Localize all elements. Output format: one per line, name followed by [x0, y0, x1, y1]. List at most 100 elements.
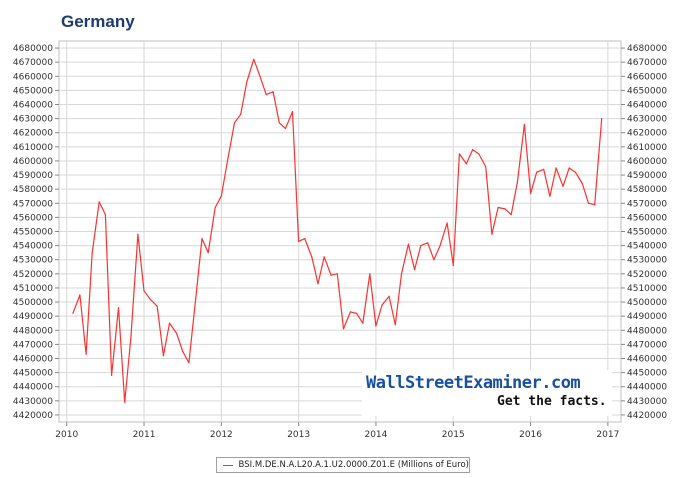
data-point: [168, 322, 171, 324]
data-point: [162, 355, 164, 357]
data-point: [349, 311, 351, 313]
data-point: [568, 167, 570, 169]
y-tick-label-left: 4490000: [13, 312, 53, 322]
data-point: [381, 304, 383, 306]
data-point: [523, 123, 526, 125]
data-point: [117, 307, 120, 309]
y-tick-label-right: 4600000: [627, 157, 667, 167]
data-point: [137, 233, 139, 235]
data-point: [375, 325, 377, 327]
watermark-brand: WallStreetExaminer.com: [366, 373, 581, 393]
y-tick-label-right: 4540000: [627, 242, 667, 252]
legend-label: BSI.M.DE.N.A.L20.A.1.U2.0000.Z01.E (Mill…: [238, 460, 469, 470]
y-tick-label-right: 4420000: [627, 411, 667, 421]
y-tick-label-left: 4610000: [13, 143, 53, 153]
data-point: [330, 274, 332, 276]
watermark-box: WallStreetExaminer.com Get the facts.: [362, 370, 612, 416]
y-tick-label-right: 4580000: [627, 185, 667, 195]
y-tick-label-right: 4470000: [627, 340, 667, 350]
data-point: [317, 283, 319, 285]
y-tick-label-left: 4640000: [13, 101, 53, 111]
data-point: [342, 328, 345, 330]
y-tick-label-right: 4660000: [627, 72, 667, 82]
y-tick-label-left: 4650000: [13, 86, 53, 96]
y-tick-label-left: 4420000: [13, 411, 53, 421]
x-tick-label: 2016: [519, 430, 542, 440]
data-point: [420, 245, 422, 247]
data-point: [446, 222, 448, 224]
x-tick-label: 2014: [364, 430, 387, 440]
x-tick-label: 2017: [596, 430, 619, 440]
data-point: [414, 269, 416, 271]
y-tick-label-right: 4570000: [627, 199, 667, 209]
data-point: [452, 264, 454, 266]
data-point: [143, 290, 145, 292]
y-tick-label-right: 4440000: [627, 383, 667, 393]
data-point: [291, 111, 294, 113]
data-point: [323, 256, 325, 258]
data-point: [182, 350, 184, 352]
legend: BSI.M.DE.N.A.L20.A.1.U2.0000.Z01.E (Mill…: [216, 457, 470, 473]
legend-swatch: [223, 464, 233, 466]
y-tick-label-right: 4510000: [627, 284, 667, 294]
data-point: [220, 195, 222, 197]
y-tick-label-left: 4430000: [13, 397, 53, 407]
y-tick-label-right: 4480000: [627, 326, 667, 336]
y-tick-label-right: 4490000: [627, 312, 667, 322]
data-point: [233, 122, 236, 124]
chart-title: Germany: [61, 12, 135, 31]
data-point: [265, 94, 267, 96]
y-tick-label-right: 4610000: [627, 143, 667, 153]
y-tick-label-left: 4540000: [13, 242, 53, 252]
y-tick-label-right: 4630000: [627, 115, 667, 125]
y-tick-label-left: 4560000: [13, 213, 53, 223]
data-point: [594, 204, 596, 206]
y-tick-label-left: 4630000: [13, 115, 53, 125]
data-point: [207, 252, 209, 254]
data-point: [485, 166, 487, 168]
data-point: [214, 206, 216, 209]
data-point: [124, 401, 126, 403]
data-point: [104, 214, 106, 216]
data-point: [581, 182, 583, 185]
data-point: [465, 163, 467, 165]
y-tick-label-left: 4550000: [13, 228, 53, 238]
y-tick-label-left: 4670000: [13, 58, 53, 68]
data-point: [543, 168, 545, 170]
data-point: [574, 171, 577, 173]
x-tick-label: 2011: [133, 430, 156, 440]
data-point: [601, 118, 603, 120]
data-point: [246, 81, 248, 83]
x-tick-label: 2015: [442, 430, 465, 440]
data-point: [510, 214, 512, 216]
data-point: [400, 273, 403, 275]
y-tick-label-right: 4450000: [627, 369, 667, 379]
data-point: [278, 122, 280, 124]
y-tick-label-left: 4440000: [13, 383, 53, 393]
data-point: [284, 127, 287, 130]
data-point: [394, 324, 396, 326]
data-point: [149, 298, 151, 300]
data-point: [175, 332, 178, 334]
data-point: [336, 273, 338, 275]
data-point: [439, 245, 441, 247]
data-point: [259, 75, 261, 77]
data-point: [311, 256, 313, 258]
data-point: [79, 294, 81, 296]
data-point: [272, 91, 274, 93]
data-point: [562, 185, 564, 187]
data-point: [253, 58, 255, 60]
x-tick-label: 2013: [287, 430, 310, 440]
y-tick-label-right: 4640000: [627, 101, 667, 111]
y-tick-label-left: 4460000: [13, 355, 53, 365]
y-tick-label-left: 4510000: [13, 284, 53, 294]
data-point: [304, 238, 306, 240]
y-tick-label-left: 4520000: [13, 270, 53, 280]
y-tick-label-right: 4620000: [627, 129, 667, 139]
data-point: [530, 192, 532, 194]
y-tick-label-left: 4450000: [13, 369, 53, 379]
data-point: [472, 149, 474, 151]
y-tick-label-left: 4530000: [13, 256, 53, 266]
y-tick-label-left: 4660000: [13, 72, 53, 82]
